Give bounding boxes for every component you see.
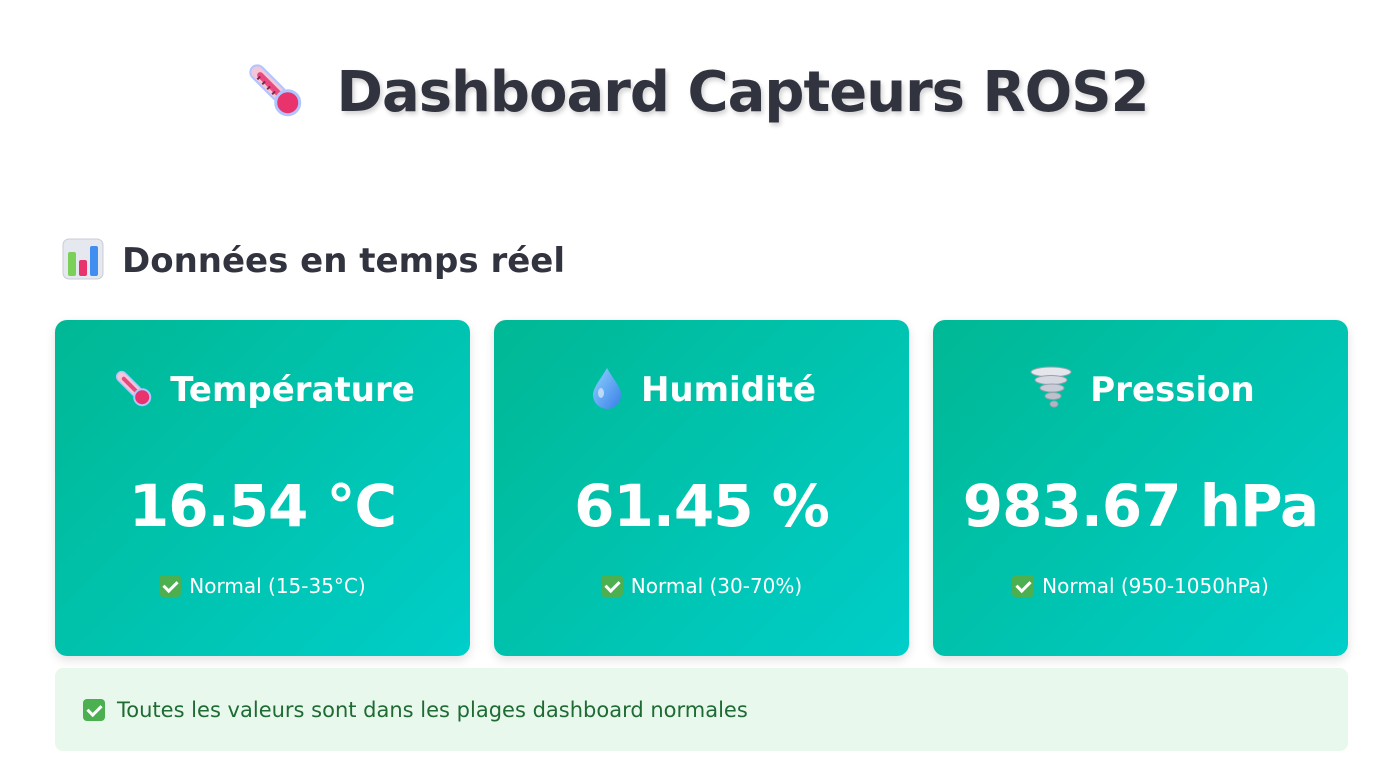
alert-text: Toutes les valeurs sont dans les plages … bbox=[117, 697, 748, 722]
check-icon bbox=[159, 575, 182, 597]
status-line: Normal (950-1050hPa) bbox=[933, 574, 1348, 598]
pressure-value: 983.67 hPa bbox=[962, 472, 1319, 540]
page-title: Dashboard Capteurs ROS2 bbox=[336, 59, 1149, 125]
droplet-icon bbox=[587, 365, 627, 415]
pressure-card: Pression 983.67 hPa Normal (950-1050hPa) bbox=[933, 320, 1348, 656]
thermometer-icon bbox=[110, 365, 156, 415]
card-label: Température bbox=[170, 370, 415, 410]
thermometer-icon bbox=[240, 56, 310, 128]
status-text: Normal (950-1050hPa) bbox=[1042, 574, 1269, 598]
status-line: Normal (30-70%) bbox=[494, 574, 909, 598]
section-header: Données en temps réel bbox=[62, 236, 565, 286]
page-header: Dashboard Capteurs ROS2 bbox=[0, 52, 1389, 132]
temperature-value: 16.54 °C bbox=[128, 472, 397, 540]
card-header: Température bbox=[55, 364, 470, 416]
card-header: Pression bbox=[933, 364, 1348, 416]
humidity-card: Humidité 61.45 % Normal (30-70%) bbox=[494, 320, 909, 656]
status-text: Normal (15-35°C) bbox=[189, 574, 366, 598]
check-icon bbox=[83, 698, 105, 721]
tornado-icon bbox=[1026, 365, 1076, 415]
section-title: Données en temps réel bbox=[122, 241, 565, 281]
sensor-cards: Température 16.54 °C Normal (15-35°C) bbox=[55, 320, 1348, 656]
card-label: Pression bbox=[1090, 370, 1255, 410]
check-icon bbox=[1012, 575, 1035, 597]
status-text: Normal (30-70%) bbox=[630, 574, 803, 598]
humidity-value: 61.45 % bbox=[574, 472, 830, 540]
check-icon bbox=[600, 575, 623, 597]
status-line: Normal (15-35°C) bbox=[55, 574, 470, 598]
success-alert: Toutes les valeurs sont dans les plages … bbox=[55, 668, 1348, 751]
card-label: Humidité bbox=[640, 370, 817, 410]
temperature-card: Température 16.54 °C Normal (15-35°C) bbox=[55, 320, 470, 656]
card-header: Humidité bbox=[494, 364, 909, 416]
bar-chart-icon bbox=[62, 238, 104, 284]
